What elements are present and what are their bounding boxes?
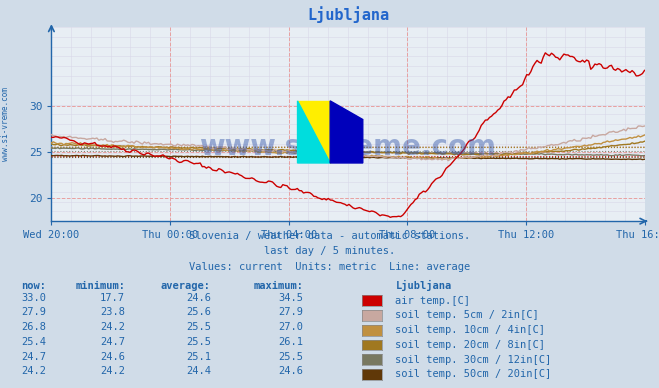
Text: 26.8: 26.8 [21,322,46,332]
Text: 24.7: 24.7 [21,352,46,362]
Text: www.si-vreme.com: www.si-vreme.com [200,133,496,161]
Text: 33.0: 33.0 [21,293,46,303]
Text: soil temp. 5cm / 2in[C]: soil temp. 5cm / 2in[C] [395,310,539,320]
Text: 24.6: 24.6 [278,366,303,376]
Text: maximum:: maximum: [253,281,303,291]
Text: 25.6: 25.6 [186,307,211,317]
Text: 25.4: 25.4 [21,337,46,347]
Text: 25.1: 25.1 [186,352,211,362]
Text: minimum:: minimum: [75,281,125,291]
Text: 24.6: 24.6 [186,293,211,303]
Text: 27.0: 27.0 [278,322,303,332]
Text: 24.2: 24.2 [100,366,125,376]
Text: air temp.[C]: air temp.[C] [395,296,471,306]
Text: 24.2: 24.2 [100,322,125,332]
Text: 34.5: 34.5 [278,293,303,303]
Text: soil temp. 20cm / 8in[C]: soil temp. 20cm / 8in[C] [395,340,546,350]
Text: now:: now: [21,281,46,291]
Text: 26.1: 26.1 [278,337,303,347]
Text: soil temp. 30cm / 12in[C]: soil temp. 30cm / 12in[C] [395,355,552,365]
Text: last day / 5 minutes.: last day / 5 minutes. [264,246,395,256]
Text: 24.7: 24.7 [100,337,125,347]
Text: 25.5: 25.5 [186,337,211,347]
Text: 24.4: 24.4 [186,366,211,376]
Text: soil temp. 10cm / 4in[C]: soil temp. 10cm / 4in[C] [395,325,546,335]
Text: Slovenia / weather data - automatic stations.: Slovenia / weather data - automatic stat… [189,231,470,241]
Text: 27.9: 27.9 [21,307,46,317]
Text: 27.9: 27.9 [278,307,303,317]
Text: 17.7: 17.7 [100,293,125,303]
Text: Ljubljana: Ljubljana [395,280,451,291]
Text: www.si-vreme.com: www.si-vreme.com [1,87,10,161]
Text: 24.2: 24.2 [21,366,46,376]
Text: 23.8: 23.8 [100,307,125,317]
Text: soil temp. 50cm / 20in[C]: soil temp. 50cm / 20in[C] [395,369,552,379]
Polygon shape [330,101,362,163]
Polygon shape [297,101,330,163]
Text: 24.6: 24.6 [100,352,125,362]
Polygon shape [297,101,330,163]
Text: Values: current  Units: metric  Line: average: Values: current Units: metric Line: aver… [189,262,470,272]
Text: 25.5: 25.5 [278,352,303,362]
Text: average:: average: [161,281,211,291]
Text: 25.5: 25.5 [186,322,211,332]
Title: Ljubljana: Ljubljana [307,6,389,23]
